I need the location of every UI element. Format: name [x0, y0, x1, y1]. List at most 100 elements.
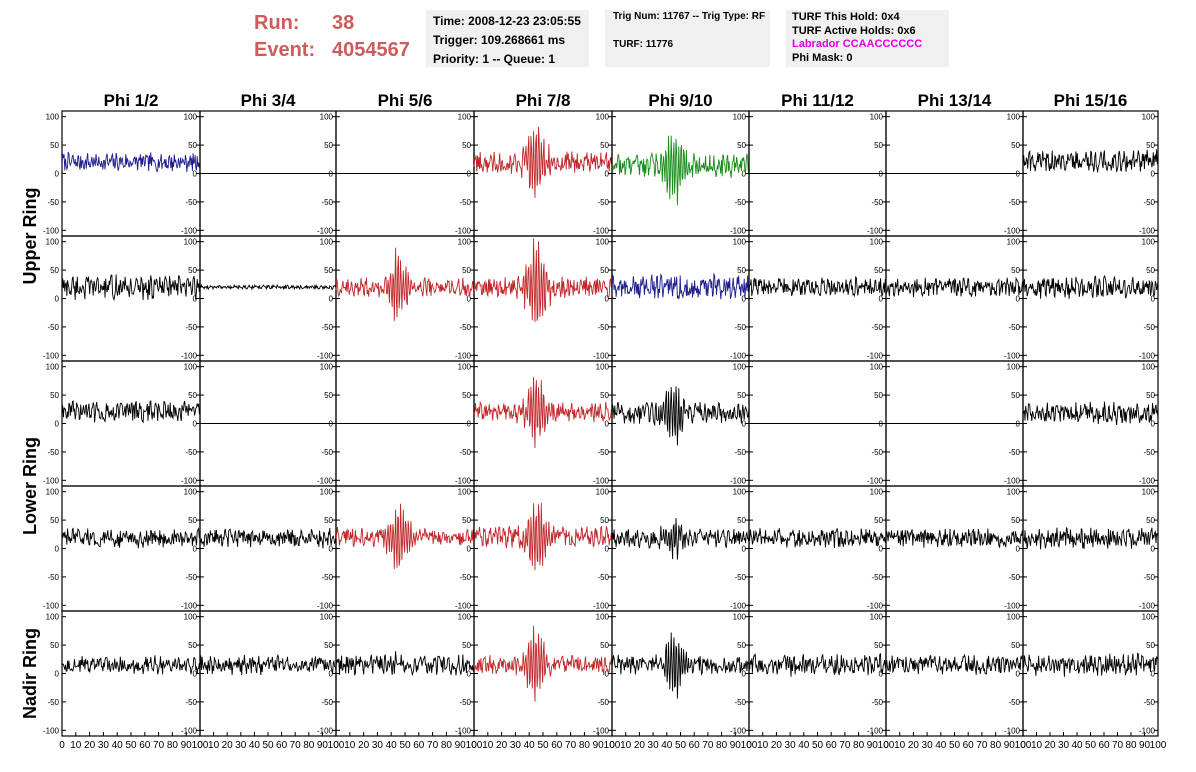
y-tick-label: -100 [1139, 476, 1156, 485]
y-tick-label: 50 [1011, 516, 1020, 525]
cell-frame [1022, 235, 1159, 362]
x-tick-label: 60 [413, 740, 425, 751]
y-tick-label: 50 [188, 141, 197, 150]
y-tick-label: -50 [459, 448, 471, 457]
x-tick-label: 20 [222, 740, 234, 751]
y-tick-label: 100 [184, 363, 198, 372]
y-tick-label: 0 [879, 295, 884, 304]
x-tick-label: 90 [455, 740, 467, 751]
y-tick-label: 50 [50, 641, 59, 650]
y-tick-label: -100 [1139, 726, 1156, 735]
x-tick-label: 50 [812, 740, 824, 751]
y-tick-label: 100 [458, 363, 472, 372]
y-tick-label: -100 [730, 476, 747, 485]
y-tick-label: -100 [43, 351, 60, 360]
y-tick-label: 100 [184, 613, 198, 622]
y-tick-label: 100 [733, 363, 747, 372]
cell-frame [885, 235, 1024, 362]
y-tick-label: -100 [593, 726, 610, 735]
y-tick-label: 50 [50, 391, 59, 400]
y-tick-label: -100 [1139, 226, 1156, 235]
y-tick-label: 100 [184, 238, 198, 247]
y-tick-label: -100 [593, 476, 610, 485]
trigger-text: Trigger: 109.268661 ms [433, 33, 566, 47]
x-tick-label: 90 [593, 740, 605, 751]
waveform-trace [473, 625, 613, 702]
y-tick-label: -50 [185, 573, 197, 582]
y-tick-label: 0 [742, 295, 747, 304]
x-tick-label: 10 [1031, 740, 1043, 751]
waveform-trace [61, 655, 201, 675]
x-tick-label: 100 [466, 740, 483, 751]
y-tick-label: 50 [462, 266, 471, 275]
y-tick-label: 50 [600, 641, 609, 650]
y-tick-label: -50 [734, 198, 746, 207]
column-title: Phi 5/6 [378, 91, 433, 110]
y-tick-label: -100 [455, 726, 472, 735]
x-tick-label: 10 [70, 740, 82, 751]
cell-frame [611, 485, 750, 612]
y-tick-label: 100 [458, 113, 472, 122]
waveform-trace [885, 276, 1024, 298]
y-tick-label: -50 [734, 698, 746, 707]
y-tick-label: 0 [55, 170, 60, 179]
x-tick-label: 30 [235, 740, 247, 751]
x-tick-label: 0 [471, 740, 477, 751]
y-tick-label: -100 [181, 476, 198, 485]
y-tick-label: 50 [462, 641, 471, 650]
x-tick-label: 30 [510, 740, 522, 751]
x-tick-label: 100 [192, 740, 209, 751]
y-tick-label: -100 [317, 351, 334, 360]
x-tick-label: 90 [181, 740, 193, 751]
y-tick-label: -100 [181, 226, 198, 235]
y-tick-label: -100 [181, 726, 198, 735]
x-tick-label: 50 [125, 740, 137, 751]
y-tick-label: -50 [597, 698, 609, 707]
ring-label: Lower Ring [20, 437, 40, 535]
y-tick-label: 50 [1011, 141, 1020, 150]
y-tick-label: 0 [193, 170, 198, 179]
x-tick-label: 40 [249, 740, 261, 751]
cell-frame [199, 235, 337, 362]
column-title: Phi 13/14 [918, 91, 992, 110]
y-tick-label: 0 [329, 295, 334, 304]
y-tick-label: 50 [600, 516, 609, 525]
x-tick-label: 70 [1112, 740, 1124, 751]
cell-frame [61, 235, 201, 362]
time-info-panel: Time: 2008-12-23 23:05:55 Trigger: 109.2… [426, 10, 589, 67]
y-tick-label: 50 [188, 516, 197, 525]
y-tick-label: -100 [730, 601, 747, 610]
y-tick-label: 100 [320, 238, 334, 247]
y-tick-label: -100 [867, 476, 884, 485]
column-title: Phi 3/4 [241, 91, 296, 110]
x-tick-label: 70 [153, 740, 165, 751]
y-tick-label: 50 [462, 391, 471, 400]
x-tick-label: 70 [976, 740, 988, 751]
y-tick-label: 100 [1142, 363, 1156, 372]
y-tick-label: 0 [1151, 295, 1156, 304]
y-tick-label: -50 [459, 198, 471, 207]
y-tick-label: 100 [596, 613, 610, 622]
y-tick-label: -50 [321, 573, 333, 582]
x-tick-label: 0 [746, 740, 752, 751]
waveform-trace [473, 126, 613, 198]
y-tick-label: -50 [597, 323, 609, 332]
y-tick-label: -100 [1139, 601, 1156, 610]
turf-active-holds-text: TURF Active Holds: 0x6 [792, 24, 916, 37]
y-tick-label: 0 [467, 545, 472, 554]
cell-frame [748, 610, 887, 737]
y-tick-label: 50 [600, 391, 609, 400]
y-tick-label: 100 [870, 238, 884, 247]
y-tick-label: 0 [467, 170, 472, 179]
y-tick-label: 0 [742, 170, 747, 179]
y-tick-label: 100 [733, 488, 747, 497]
waveform-trace [1022, 401, 1159, 426]
y-tick-label: -50 [47, 448, 59, 457]
cell-frame [748, 235, 887, 362]
x-tick-label: 10 [208, 740, 220, 751]
run-value: 38 [332, 12, 355, 34]
cell-frame [1022, 610, 1159, 737]
y-tick-label: 50 [462, 141, 471, 150]
y-tick-label: -100 [43, 726, 60, 735]
y-tick-label: 50 [324, 141, 333, 150]
